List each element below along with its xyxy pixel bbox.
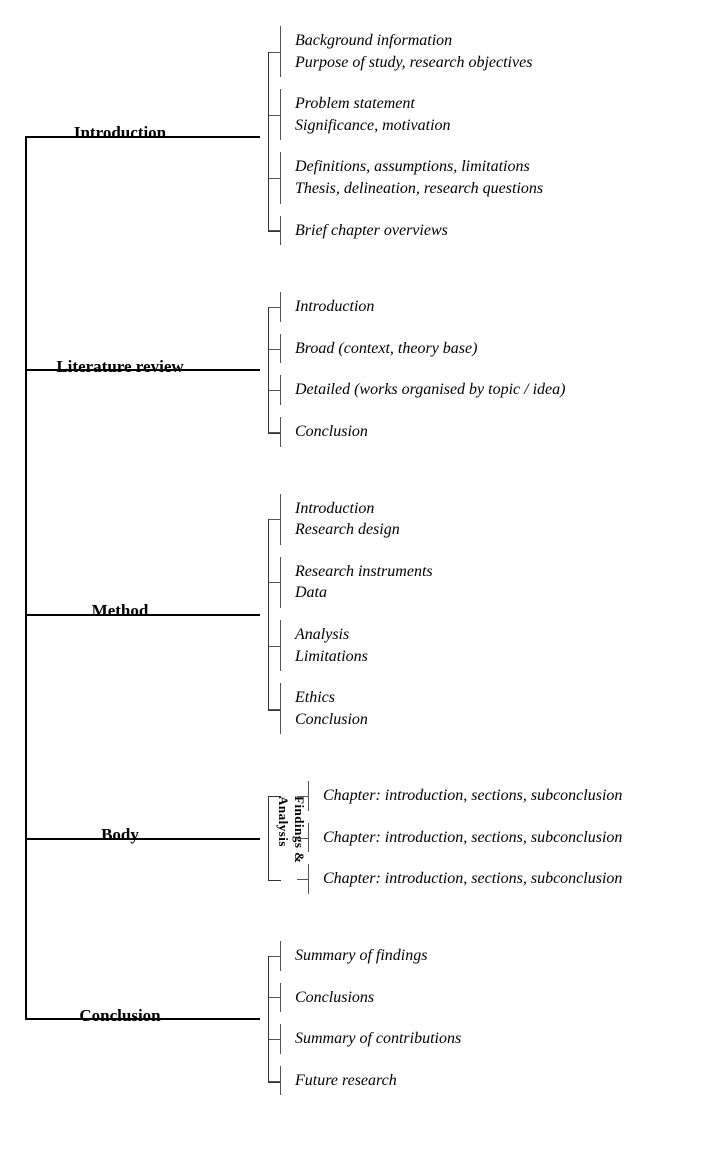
section: Conclusion Summary of findings Conclusions… — [10, 935, 710, 1101]
item-group: Chapter: introduction, sections, subconc… — [308, 823, 710, 853]
item-line: Research design — [295, 519, 710, 541]
section-left: Conclusion — [10, 935, 230, 1101]
section-left: Body — [10, 775, 230, 900]
item-line: Problem statement — [295, 93, 710, 115]
item-group: Broad (context, theory base) — [280, 334, 710, 364]
item-group: Conclusion — [280, 417, 710, 447]
bracket — [268, 956, 281, 1083]
bracket — [268, 52, 281, 233]
item-list: Chapter: introduction, sections, subconc… — [308, 775, 710, 900]
section-underline — [25, 1018, 260, 1020]
item-line: Conclusions — [295, 987, 710, 1009]
item-line: Future research — [295, 1070, 710, 1092]
section-right: Findings & AnalysisChapter: introduction… — [230, 775, 710, 900]
item-group: Background informationPurpose of study, … — [280, 26, 710, 77]
section-right: Summary of findings Conclusions Summary of… — [230, 935, 710, 1101]
item-line: Ethics — [295, 687, 710, 709]
item-group: Definitions, assumptions, limitationsThe… — [280, 152, 710, 203]
section: MethodIntroductionResearch designResearc… — [10, 488, 710, 741]
item-group: Conclusions — [280, 983, 710, 1013]
item-line: Chapter: introduction, sections, subconc… — [323, 827, 710, 849]
item-line: Data — [295, 582, 710, 604]
section: Introduction Background informationPurpos… — [10, 20, 710, 251]
bracket — [268, 307, 281, 434]
item-group: Detailed (works organised by topic / ide… — [280, 375, 710, 405]
item-list: Introduction Broad (context, theory base)… — [280, 286, 710, 452]
item-line: Chapter: introduction, sections, subconc… — [323, 868, 710, 890]
thesis-structure-diagram: Introduction Background informationPurpos… — [10, 20, 710, 1101]
section-left: Introduction — [10, 20, 230, 251]
item-group: Summary of findings — [280, 941, 710, 971]
item-group: Problem statementSignificance, motivatio… — [280, 89, 710, 140]
item-group: Research instrumentsData — [280, 557, 710, 608]
item-line: Summary of contributions — [295, 1028, 710, 1050]
item-group: Future research — [280, 1066, 710, 1096]
item-line: Thesis, delineation, research questions — [295, 178, 710, 200]
item-line: Summary of findings — [295, 945, 710, 967]
section-underline — [25, 369, 260, 371]
bracket — [268, 519, 281, 711]
item-line: Research instruments — [295, 561, 710, 583]
section-right: Background informationPurpose of study, … — [230, 20, 710, 251]
item-group: Summary of contributions — [280, 1024, 710, 1054]
section-left: Method — [10, 488, 230, 741]
item-line: Introduction — [295, 498, 710, 520]
item-line: Detailed (works organised by topic / ide… — [295, 379, 710, 401]
section-underline — [25, 136, 260, 138]
item-group: IntroductionResearch design — [280, 494, 710, 545]
item-line: Conclusion — [295, 709, 710, 731]
section-left: Literature review — [10, 286, 230, 452]
item-line: Broad (context, theory base) — [295, 338, 710, 360]
item-line: Limitations — [295, 646, 710, 668]
item-group: EthicsConclusion — [280, 683, 710, 734]
item-line: Introduction — [295, 296, 710, 318]
section-underline — [25, 838, 260, 840]
item-line: Conclusion — [295, 421, 710, 443]
section: BodyFindings & AnalysisChapter: introduc… — [10, 775, 710, 900]
item-line: Significance, motivation — [295, 115, 710, 137]
section-right: Introduction Broad (context, theory base)… — [230, 286, 710, 452]
item-list: IntroductionResearch design Research inst… — [280, 488, 710, 741]
item-list: Background informationPurpose of study, … — [280, 20, 710, 251]
item-line: Purpose of study, research objectives — [295, 52, 710, 74]
item-group: Chapter: introduction, sections, subconc… — [308, 864, 710, 894]
item-line: Analysis — [295, 624, 710, 646]
section-right: IntroductionResearch design Research inst… — [230, 488, 710, 741]
item-group: Chapter: introduction, sections, subconc… — [308, 781, 710, 811]
item-group: AnalysisLimitations — [280, 620, 710, 671]
section: Literature review Introduction Broad (cont… — [10, 286, 710, 452]
item-group: Brief chapter overviews — [280, 216, 710, 246]
item-line: Chapter: introduction, sections, subconc… — [323, 785, 710, 807]
item-group: Introduction — [280, 292, 710, 322]
item-line: Definitions, assumptions, limitations — [295, 156, 710, 178]
item-line: Brief chapter overviews — [295, 220, 710, 242]
section-underline — [25, 614, 260, 616]
item-line: Background information — [295, 30, 710, 52]
item-list: Summary of findings Conclusions Summary of… — [280, 935, 710, 1101]
